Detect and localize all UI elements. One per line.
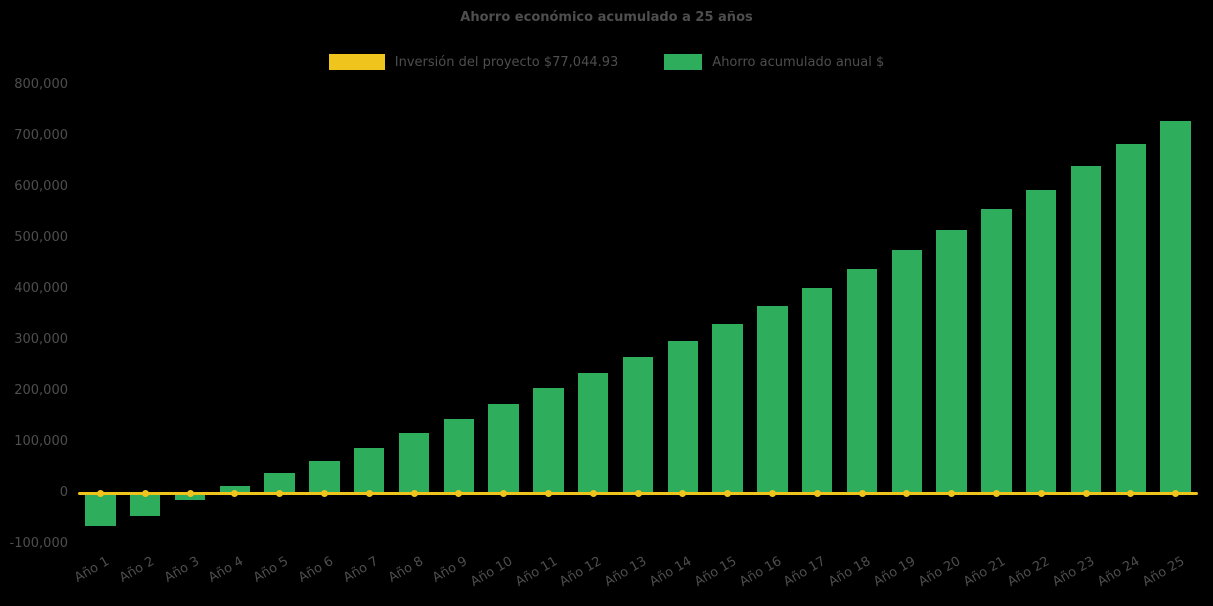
investment-line-marker (1127, 489, 1135, 497)
bar-año-13 (622, 356, 654, 493)
bar-año-1 (85, 493, 116, 527)
x-tick-label: Año 23 (1050, 554, 1098, 590)
x-tick-label: Año 24 (1095, 554, 1143, 590)
investment-line-marker (544, 489, 552, 497)
legend-swatch-savings (664, 54, 703, 70)
x-tick-label: Año 16 (736, 554, 784, 590)
x-tick-label: Año 21 (960, 554, 1008, 590)
investment-line-marker (231, 489, 239, 497)
bar-año-18 (846, 268, 878, 493)
legend-label-investment: Inversión del proyecto $77,044.93 (394, 54, 619, 70)
legend-swatch-investment (328, 54, 385, 70)
y-tick-label: 100,000 (14, 434, 68, 449)
x-tick-label: Año 7 (340, 554, 381, 586)
bar-año-23 (1070, 166, 1102, 493)
investment-line-marker (858, 489, 866, 497)
investment-line-marker (320, 489, 328, 497)
bar-año-15 (712, 324, 743, 493)
bar-año-21 (981, 209, 1012, 493)
investment-line-marker (768, 489, 776, 497)
x-tick-label: Año 22 (1005, 554, 1053, 590)
investment-line-marker (186, 489, 194, 497)
bar-año-24 (1115, 144, 1147, 493)
x-tick-label: Año 11 (512, 554, 560, 590)
investment-line-marker (589, 489, 597, 497)
y-tick-label: 0 (59, 485, 68, 500)
investment-line-marker (410, 489, 418, 497)
investment-line-marker (1172, 489, 1180, 497)
bar-año-9 (443, 419, 475, 493)
investment-line-marker (992, 489, 1000, 497)
y-tick-label: 300,000 (14, 332, 68, 347)
legend: Inversión del proyecto $77,044.93 Ahorro… (0, 54, 1213, 70)
investment-line-marker (634, 489, 642, 497)
x-tick-label: Año 4 (206, 554, 247, 586)
x-tick-label: Año 25 (1139, 554, 1188, 590)
bar-año-10 (488, 403, 519, 493)
investment-line-marker (903, 489, 911, 497)
chart-title: Ahorro económico acumulado a 25 años (460, 10, 753, 25)
x-tick-label: Año 5 (251, 554, 292, 586)
bar-año-17 (801, 288, 833, 493)
y-tick-label: 600,000 (14, 179, 68, 194)
legend-label-savings: Ahorro acumulado anual $ (712, 54, 885, 70)
bar-año-25 (1160, 121, 1191, 493)
bar-año-7 (353, 448, 385, 493)
investment-line-marker (365, 489, 373, 497)
investment-line-marker (500, 489, 508, 497)
x-tick-label: Año 19 (871, 554, 919, 590)
investment-line-marker (679, 489, 687, 497)
bar-año-8 (398, 432, 430, 493)
bar-año-2 (129, 493, 161, 516)
x-tick-label: Año 15 (691, 554, 740, 590)
investment-line-marker (455, 489, 463, 497)
x-tick-label: Año 2 (116, 554, 157, 586)
plot-area: Año 1 Año 2 Año 3 Año 4 Año 5 Año 6 Año 7 Año 8… (72, 85, 1198, 590)
bar-año-20 (936, 230, 967, 493)
bar-año-6 (309, 461, 340, 493)
investment-line-marker (948, 489, 956, 497)
bar-año-19 (891, 249, 923, 493)
investment-line-marker (96, 489, 104, 497)
x-tick-label: Año 13 (602, 554, 650, 590)
x-tick-label: Año 9 (430, 554, 471, 586)
investment-line-marker (813, 489, 821, 497)
bar-año-11 (533, 388, 564, 493)
y-tick-label: 800,000 (14, 77, 68, 92)
investment-line-marker (724, 489, 732, 497)
bar-año-22 (1025, 189, 1057, 493)
y-tick-label: 400,000 (14, 281, 68, 296)
x-tick-label: Año 14 (647, 554, 695, 590)
investment-line-marker (276, 489, 284, 497)
x-tick-label: Año 8 (385, 554, 426, 586)
x-tick-label: Año 17 (781, 554, 829, 590)
x-tick-label: Año 3 (161, 554, 202, 586)
bar-año-16 (757, 306, 788, 493)
investment-line-marker (141, 489, 149, 497)
x-tick-label: Año 20 (915, 554, 964, 590)
x-tick-label: Año 18 (826, 554, 874, 590)
x-tick-label: Año 12 (557, 554, 605, 590)
x-tick-label: Año 10 (467, 554, 516, 590)
x-tick-label: Año 1 (71, 554, 112, 586)
y-tick-label: 700,000 (14, 128, 68, 143)
y-axis-labels: -100,000 0 100,000 200,000 300,000 400,000 500… (0, 78, 68, 551)
x-tick-label: Año 6 (295, 554, 336, 586)
investment-line-marker (1082, 489, 1090, 497)
bar-año-4 (219, 485, 251, 493)
bar-año-14 (667, 341, 699, 493)
y-tick-label: 500,000 (14, 230, 68, 245)
y-tick-label: 200,000 (14, 383, 68, 398)
investment-line-marker (1037, 489, 1045, 497)
bar-año-12 (577, 372, 609, 493)
y-tick-label: -100,000 (9, 536, 68, 551)
bar-año-5 (264, 472, 295, 493)
